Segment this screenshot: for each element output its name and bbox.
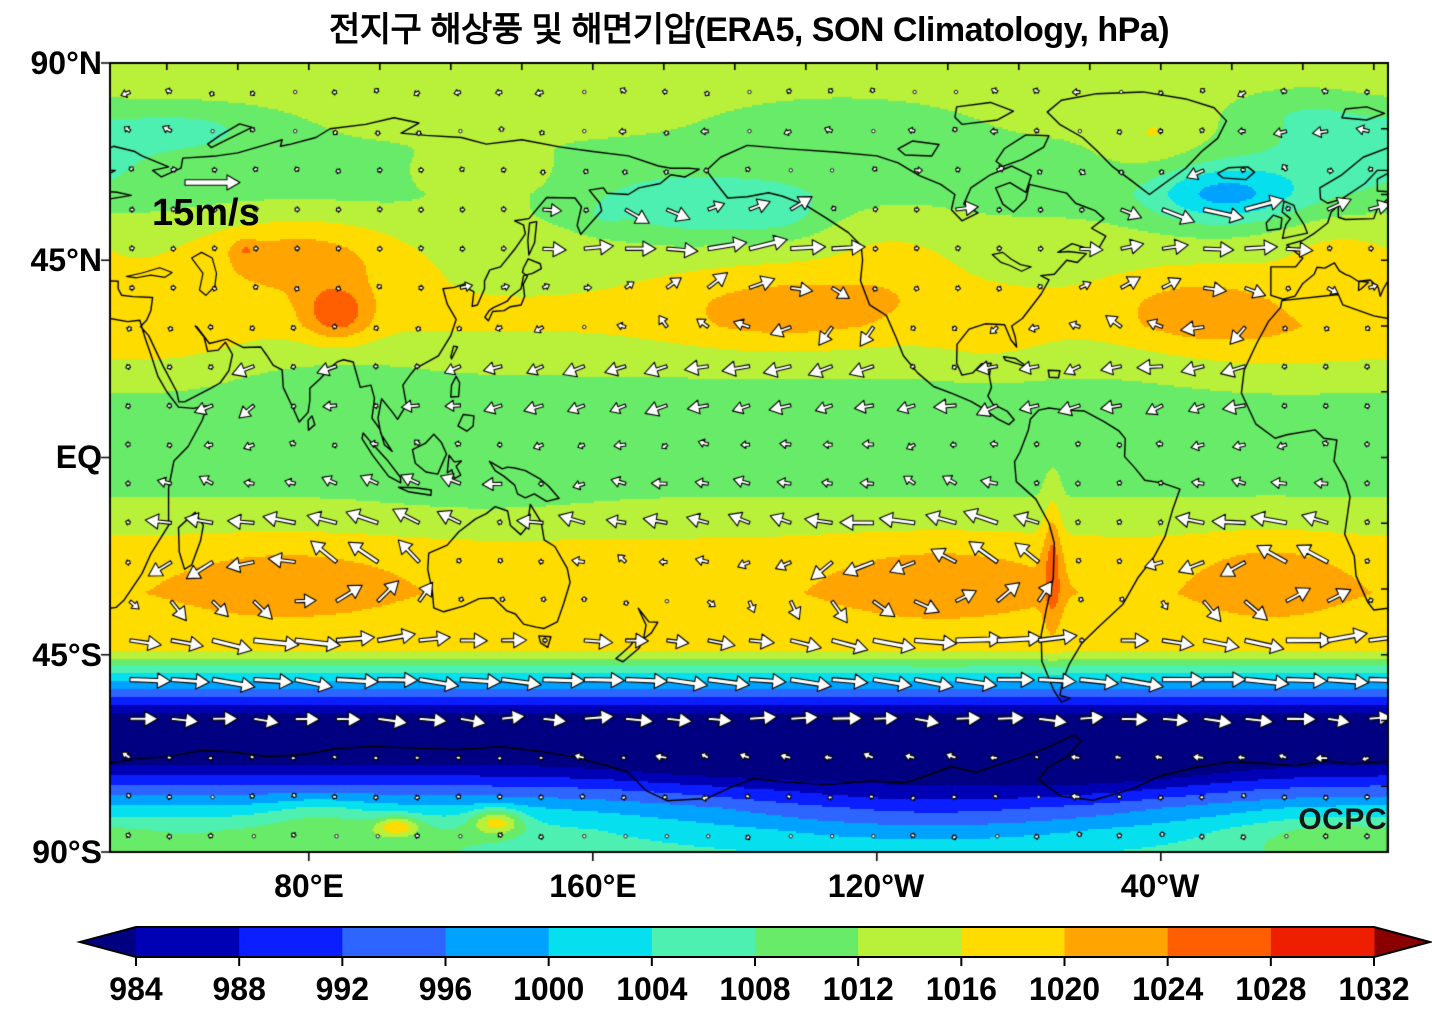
colorbar-segment	[136, 927, 240, 957]
credit-watermark: OCPC	[1298, 803, 1387, 836]
lon-label-120w: 120°W	[827, 868, 925, 904]
colorbar-segment	[342, 927, 446, 957]
colorbar-segment	[548, 927, 653, 957]
colorbar-tick-label: 996	[419, 971, 472, 1007]
colorbar-tick-label: 988	[212, 971, 265, 1007]
lon-label-80e: 80°E	[274, 868, 344, 904]
colorbar-segment	[858, 927, 962, 957]
lat-label-45n: 45°N	[30, 242, 103, 278]
colorbar-segment	[961, 927, 1065, 957]
lat-label-45s: 45°S	[32, 637, 102, 673]
colorbar-tick-label: 1028	[1235, 971, 1306, 1007]
colorbar-tick-label: 1008	[719, 971, 790, 1007]
colorbar-segment	[651, 927, 756, 957]
colorbar-segment	[1167, 927, 1272, 957]
reference-arrow-label: 15m/s	[152, 192, 260, 234]
lon-label-160e: 160°E	[549, 868, 637, 904]
colorbar-tick-label: 1004	[616, 971, 687, 1007]
colorbar-over-arrow	[1374, 927, 1430, 957]
colorbar-segment	[755, 927, 859, 957]
colorbar-tick-label: 1016	[926, 971, 997, 1007]
colorbar-segment	[239, 927, 343, 957]
colorbar-segment	[1270, 927, 1375, 957]
lat-label-90s: 90°S	[32, 834, 102, 870]
colorbar-tick-label: 1024	[1132, 971, 1203, 1007]
lat-label-90n: 90°N	[30, 45, 103, 81]
colorbar-tick-label: 1032	[1338, 971, 1409, 1007]
chart-title: 전지구 해상풍 및 해면기압(ERA5, SON Climatology, hP…	[328, 11, 1170, 49]
colorbar-tick-label: 1012	[823, 971, 894, 1007]
colorbar-tick-label: 984	[109, 971, 163, 1007]
colorbar-under-arrow	[80, 927, 136, 957]
colorbar-segment	[445, 927, 550, 957]
colorbar-tick-label: 992	[316, 971, 369, 1007]
lon-label-40w: 40°W	[1120, 868, 1200, 904]
colorbar-tick-label: 1000	[513, 971, 584, 1007]
lat-label-eq: EQ	[55, 439, 102, 475]
colorbar-tick-label: 1020	[1029, 971, 1100, 1007]
colorbar-segment	[1064, 927, 1169, 957]
